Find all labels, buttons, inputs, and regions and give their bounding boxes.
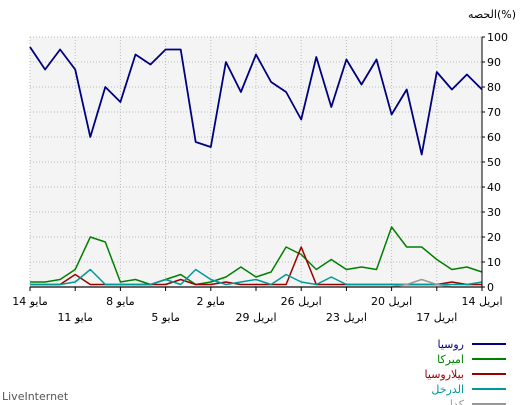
y-tick-label: 0 — [487, 281, 494, 294]
legend-label: روسيا — [437, 338, 464, 351]
y-tick-label: 50 — [487, 156, 501, 169]
y-tick-label: 70 — [487, 106, 501, 119]
x-tick-label: 2 مايو — [197, 295, 226, 308]
x-tick-label: 5 مايو — [151, 311, 180, 324]
legend-label: امیرکا — [437, 353, 464, 366]
x-tick-label: 11 مايو — [57, 311, 93, 324]
series-line-1 — [30, 226, 483, 286]
y-tick-label: 40 — [487, 181, 501, 194]
y-tick-label: 10 — [487, 256, 501, 269]
brand-label: LiveInternet — [2, 390, 69, 403]
legend-label: بيلاروسيا — [425, 368, 464, 381]
series-line-0 — [29, 46, 483, 156]
y-tick-label: 100 — [487, 31, 508, 44]
legend-label: کدا — [450, 398, 465, 405]
y-tick-label: 90 — [487, 56, 501, 69]
y-tick-label: 80 — [487, 81, 501, 94]
x-axis-ticks: 14 مايو 8 مايو 2 مايو 26 ابريل 20 ابريل 14 اب… — [12, 287, 503, 324]
x-tick-label: 14 مايو — [12, 295, 48, 308]
grid-lines — [29, 36, 483, 287]
x-tick-label: 26 ابريل — [281, 295, 322, 308]
x-tick-label: 29 ابريل — [235, 311, 276, 324]
y-tick-label: 60 — [487, 131, 501, 144]
x-tick-label: 14 ابريل — [461, 295, 502, 308]
y-tick-label: 30 — [487, 206, 501, 219]
x-tick-label: 20 ابريل — [371, 295, 412, 308]
y-tick-label: 20 — [487, 231, 501, 244]
x-tick-label: 17 ابريل — [416, 311, 457, 324]
x-tick-label: 23 ابريل — [326, 311, 367, 324]
legend-label: الدرخل — [431, 383, 464, 396]
y-axis-label: الحصه(%) — [468, 8, 516, 21]
legend: روسيا امیرکا بيلاروسيا الدرخل کدا — [425, 338, 506, 405]
y-axis-ticks: 0 10 20 30 40 50 60 70 80 90 100 — [482, 31, 508, 294]
x-tick-label: 8 مايو — [106, 295, 135, 308]
